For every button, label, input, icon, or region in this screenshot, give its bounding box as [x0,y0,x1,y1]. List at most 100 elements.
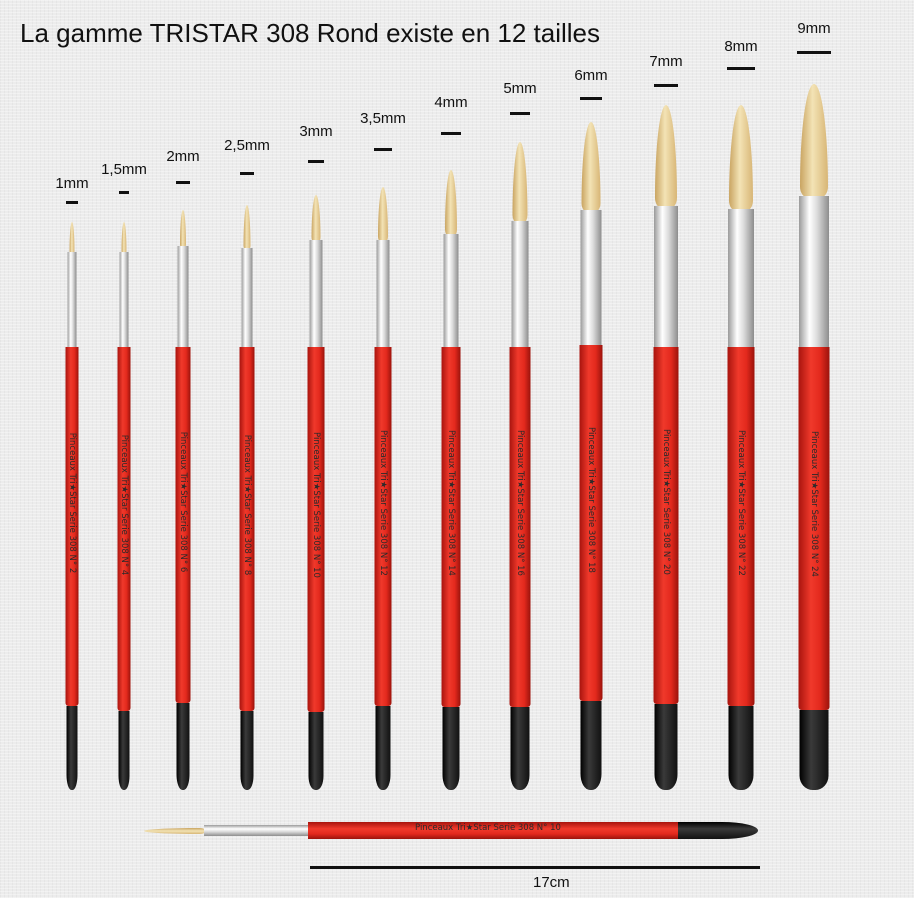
size-indicator-bar [119,191,129,194]
size-indicator-bar [176,181,190,184]
brush-ferrule [443,234,459,347]
brush-tip [144,828,206,834]
brush-handle [374,347,392,706]
brush-end [728,706,754,790]
brush-imprint: Pinceaux Tri★Star Serie 308 N° 22 [736,429,746,576]
size-indicator-bar [727,67,755,70]
brush: Pinceaux Tri★Star Serie 308 N° 6 [163,0,203,898]
brush: Pinceaux Tri★Star Serie 308 N° 2 [52,0,92,898]
brush-end [308,712,324,790]
length-scale-line [310,866,760,869]
brush-tip [378,187,388,242]
brush-ferrule [241,248,253,347]
brush-handle [175,347,191,703]
brush-tip [121,222,127,254]
size-label: 9mm [797,20,831,37]
brush-ferrule [580,210,602,345]
brush: Pinceaux Tri★Star Serie 308 N° 22 [721,0,761,898]
brush-imprint: Pinceaux Tri★Star Serie 308 N° 12 [378,429,388,576]
size-label: 3,5mm [360,110,406,127]
brush-end [510,707,530,790]
size-label: 1mm [55,175,89,192]
brush-imprint: Pinceaux Tri★Star Serie 308 N° 2 [67,432,77,574]
brush: Pinceaux Tri★Star Serie 308 N° 24 [794,0,834,898]
brush-handle [727,347,755,706]
size-indicator-bar [308,160,324,163]
size-label: 2mm [166,148,200,165]
brush-ferrule [654,206,678,347]
brush-handle [653,347,679,704]
brush-tip [800,84,828,198]
brush-tip [512,142,528,223]
brush: Pinceaux Tri★Star Serie 308 N° 16 [500,0,540,898]
size-indicator-bar [374,148,392,151]
brush-tip [311,195,321,242]
brush-handle [65,347,79,706]
brush-imprint: Pinceaux Tri★Star Serie 308 N° 18 [586,426,596,573]
brush-handle [579,345,603,701]
brush-imprint: Pinceaux Tri★Star Serie 308 N° 24 [809,431,819,578]
brush: Pinceaux Tri★Star Serie 308 N° 8 [227,0,267,898]
brush-handle [117,347,131,711]
brush-ferrule [309,240,323,347]
brush-ferrule [728,209,754,347]
size-label: 7mm [649,53,683,70]
brush-tip [581,122,601,212]
brush-imprint: Pinceaux Tri★Star Serie 308 N° 6 [178,431,188,572]
brush-handle [441,347,461,707]
size-indicator-bar [240,172,254,175]
brush-imprint: Pinceaux Tri★Star Serie 308 N° 8 [242,434,252,576]
brush-imprint: Pinceaux Tri★Star Serie 308 N° 10 [311,432,321,579]
page-title: La gamme TRISTAR 308 Rond existe en 12 t… [20,18,600,48]
brush: Pinceaux Tri★Star Serie 308 N° 18 [571,0,611,898]
brush-ferrule [511,221,529,347]
brush-ferrule [204,825,308,836]
brush-ferrule [799,196,829,347]
brush-end [799,710,829,790]
brush: Pinceaux Tri★Star Serie 308 N° 10 [296,0,336,898]
brush-end [118,711,130,790]
brush-handle [239,347,255,711]
brush-tip [180,210,186,248]
length-label: 17cm [533,874,570,891]
brush-end [654,704,678,790]
size-label: 3mm [299,123,333,140]
size-indicator-bar [580,97,602,100]
size-indicator-bar [797,51,831,54]
size-label: 5mm [503,80,537,97]
brush: Pinceaux Tri★Star Serie 308 N° 4 [104,0,144,898]
brush-end [678,822,758,839]
brush-imprint: Pinceaux Tri★Star Serie 308 N° 10 [415,823,561,833]
brush-ferrule [67,252,77,347]
brush-tip [729,105,753,211]
size-label: 1,5mm [101,161,147,178]
size-label: 8mm [724,38,758,55]
brush-end [240,711,254,790]
size-label: 6mm [574,67,608,84]
size-label: 2,5mm [224,137,270,154]
brush-imprint: Pinceaux Tri★Star Serie 308 N° 4 [119,434,129,576]
brush-end [66,706,78,790]
brush-imprint: Pinceaux Tri★Star Serie 308 N° 16 [515,430,525,577]
brush-ferrule [177,246,189,347]
size-indicator-bar [654,84,678,87]
size-indicator-bar [510,112,530,115]
brush-ferrule [376,240,390,347]
brush-tip [243,205,251,250]
brush-handle [308,822,680,839]
brush-handle [798,347,830,710]
brush-end [375,706,391,790]
size-indicator-bar [441,132,461,135]
size-label: 4mm [434,94,468,111]
brush-tip [69,222,75,254]
brush: Pinceaux Tri★Star Serie 308 N° 14 [431,0,471,898]
brush-end [442,707,460,790]
brush-ferrule [119,252,129,347]
brush-tip [445,170,457,236]
brush-handle [509,347,531,707]
brush: Pinceaux Tri★Star Serie 308 N° 12 [363,0,403,898]
brush-tip [655,105,677,208]
brush-end [176,703,190,790]
brush-imprint: Pinceaux Tri★Star Serie 308 N° 20 [661,428,671,575]
brush-end [580,701,602,790]
